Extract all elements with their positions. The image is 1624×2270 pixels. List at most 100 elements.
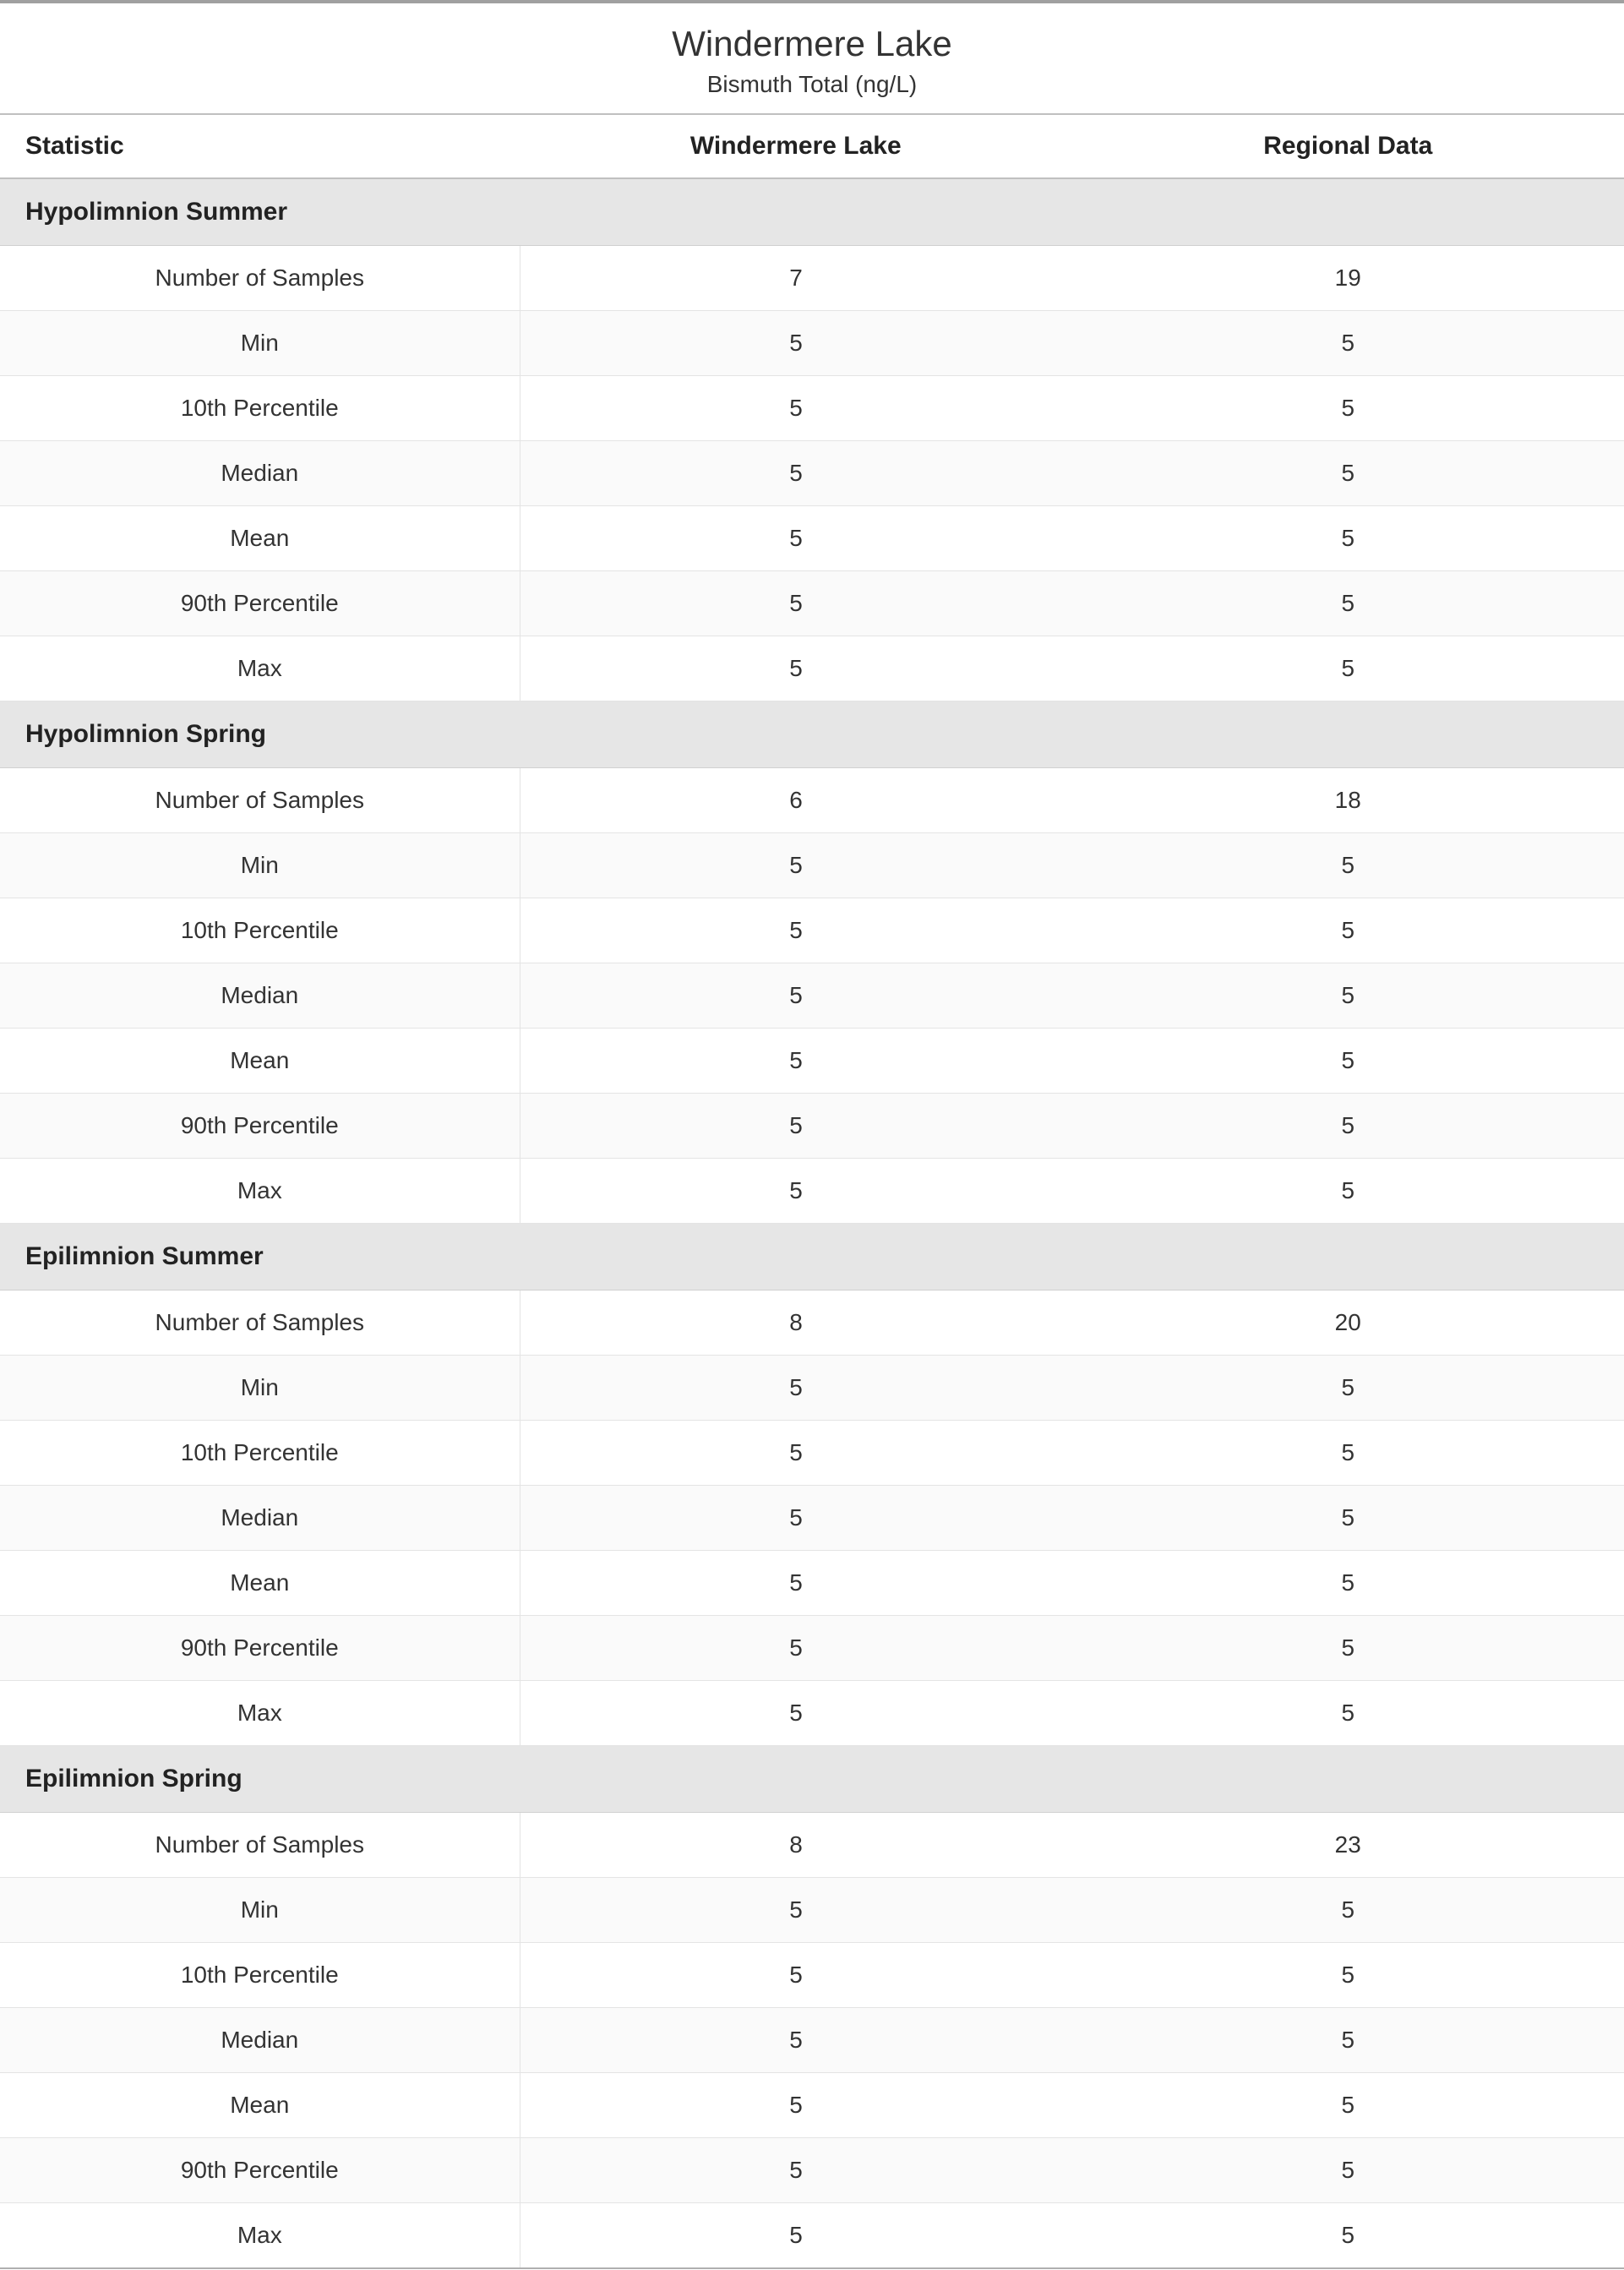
stat-label: Min <box>0 1356 520 1421</box>
section-header-row: Hypolimnion Spring <box>0 701 1624 768</box>
regional-value: 5 <box>1072 2138 1624 2203</box>
stat-label: Max <box>0 636 520 701</box>
site-value: 6 <box>520 768 1071 833</box>
site-value: 5 <box>520 963 1071 1029</box>
stat-label: 90th Percentile <box>0 1094 520 1159</box>
site-value: 5 <box>520 506 1071 571</box>
table-row: 10th Percentile55 <box>0 376 1624 441</box>
table-row: Mean55 <box>0 2073 1624 2138</box>
table-row: Mean55 <box>0 1551 1624 1616</box>
table-row: Number of Samples820 <box>0 1291 1624 1356</box>
section-header-row: Hypolimnion Summer <box>0 178 1624 246</box>
regional-value: 5 <box>1072 311 1624 376</box>
table-row: Median55 <box>0 963 1624 1029</box>
regional-value: 5 <box>1072 1356 1624 1421</box>
col-header-statistic: Statistic <box>0 114 520 178</box>
site-value: 5 <box>520 2203 1071 2269</box>
regional-value: 5 <box>1072 1421 1624 1486</box>
table-row: 90th Percentile55 <box>0 1094 1624 1159</box>
regional-value: 5 <box>1072 1551 1624 1616</box>
site-value: 5 <box>520 1943 1071 2008</box>
site-value: 8 <box>520 1291 1071 1356</box>
site-value: 7 <box>520 246 1071 311</box>
table-row: 10th Percentile55 <box>0 1421 1624 1486</box>
site-value: 8 <box>520 1813 1071 1878</box>
regional-value: 5 <box>1072 376 1624 441</box>
section-title: Hypolimnion Spring <box>0 701 1624 768</box>
stats-table: Statistic Windermere Lake Regional Data … <box>0 113 1624 2269</box>
table-row: Min55 <box>0 1878 1624 1943</box>
regional-value: 5 <box>1072 1878 1624 1943</box>
table-body: Hypolimnion SummerNumber of Samples719Mi… <box>0 178 1624 2268</box>
table-row: Number of Samples823 <box>0 1813 1624 1878</box>
table-row: 10th Percentile55 <box>0 1943 1624 2008</box>
stat-label: 90th Percentile <box>0 1616 520 1681</box>
regional-value: 5 <box>1072 636 1624 701</box>
table-row: 90th Percentile55 <box>0 2138 1624 2203</box>
regional-value: 5 <box>1072 898 1624 963</box>
stat-label: Max <box>0 2203 520 2269</box>
site-value: 5 <box>520 1616 1071 1681</box>
regional-value: 5 <box>1072 1094 1624 1159</box>
table-row: Min55 <box>0 833 1624 898</box>
title-block: Windermere Lake Bismuth Total (ng/L) <box>0 3 1624 113</box>
site-value: 5 <box>520 311 1071 376</box>
regional-value: 5 <box>1072 2008 1624 2073</box>
site-value: 5 <box>520 636 1071 701</box>
stat-label: Median <box>0 441 520 506</box>
site-value: 5 <box>520 571 1071 636</box>
regional-value: 5 <box>1072 1616 1624 1681</box>
report-container: Windermere Lake Bismuth Total (ng/L) Sta… <box>0 0 1624 2269</box>
stat-label: Median <box>0 2008 520 2073</box>
site-value: 5 <box>520 1486 1071 1551</box>
regional-value: 5 <box>1072 1681 1624 1746</box>
stat-label: Number of Samples <box>0 1291 520 1356</box>
site-value: 5 <box>520 2073 1071 2138</box>
regional-value: 18 <box>1072 768 1624 833</box>
table-row: Max55 <box>0 636 1624 701</box>
table-row: Mean55 <box>0 506 1624 571</box>
stat-label: Number of Samples <box>0 768 520 833</box>
table-row: Number of Samples618 <box>0 768 1624 833</box>
site-value: 5 <box>520 833 1071 898</box>
stat-label: Number of Samples <box>0 1813 520 1878</box>
regional-value: 5 <box>1072 1943 1624 2008</box>
site-value: 5 <box>520 2138 1071 2203</box>
stat-label: 10th Percentile <box>0 376 520 441</box>
table-row: 90th Percentile55 <box>0 571 1624 636</box>
stat-label: 90th Percentile <box>0 571 520 636</box>
stat-label: Median <box>0 963 520 1029</box>
col-header-site: Windermere Lake <box>520 114 1071 178</box>
stat-label: Min <box>0 311 520 376</box>
site-value: 5 <box>520 376 1071 441</box>
regional-value: 5 <box>1072 963 1624 1029</box>
table-row: Median55 <box>0 1486 1624 1551</box>
table-row: Median55 <box>0 2008 1624 2073</box>
stat-label: Mean <box>0 1551 520 1616</box>
site-value: 5 <box>520 1029 1071 1094</box>
section-header-row: Epilimnion Spring <box>0 1746 1624 1813</box>
regional-value: 5 <box>1072 1159 1624 1224</box>
stat-label: 10th Percentile <box>0 898 520 963</box>
section-title: Hypolimnion Summer <box>0 178 1624 246</box>
stat-label: Min <box>0 1878 520 1943</box>
table-row: Median55 <box>0 441 1624 506</box>
stat-label: Max <box>0 1159 520 1224</box>
site-value: 5 <box>520 1878 1071 1943</box>
stat-label: Mean <box>0 506 520 571</box>
regional-value: 5 <box>1072 441 1624 506</box>
site-value: 5 <box>520 441 1071 506</box>
stat-label: Mean <box>0 1029 520 1094</box>
regional-value: 19 <box>1072 246 1624 311</box>
site-value: 5 <box>520 1421 1071 1486</box>
section-title: Epilimnion Spring <box>0 1746 1624 1813</box>
table-row: Number of Samples719 <box>0 246 1624 311</box>
site-value: 5 <box>520 898 1071 963</box>
regional-value: 5 <box>1072 1029 1624 1094</box>
table-row: Max55 <box>0 1159 1624 1224</box>
site-value: 5 <box>520 1159 1071 1224</box>
regional-value: 20 <box>1072 1291 1624 1356</box>
table-row: Mean55 <box>0 1029 1624 1094</box>
section-title: Epilimnion Summer <box>0 1224 1624 1291</box>
stat-label: Median <box>0 1486 520 1551</box>
